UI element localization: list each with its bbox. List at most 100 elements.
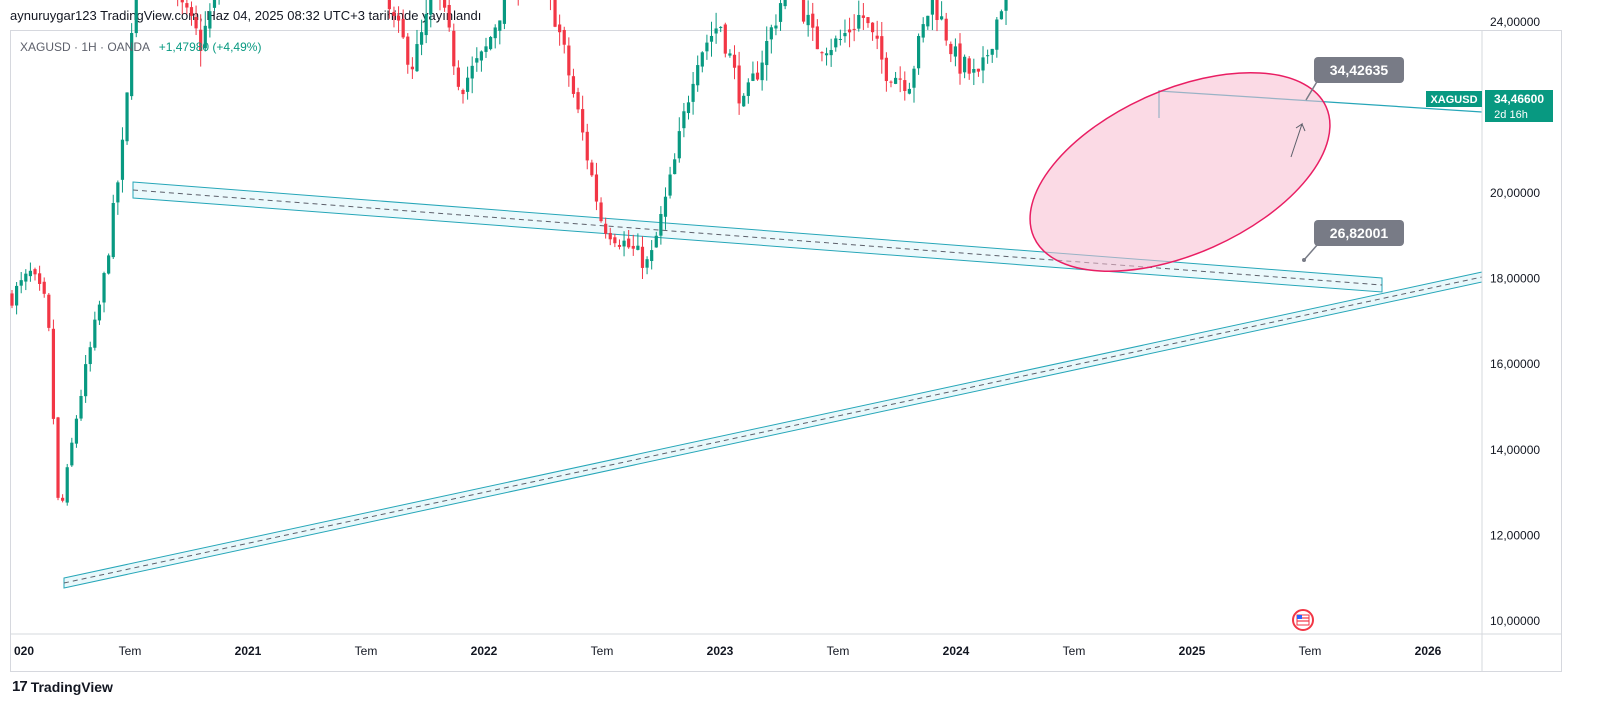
candle-105 bbox=[493, 24, 497, 49]
candle-213 bbox=[990, 48, 994, 63]
candle-2 bbox=[19, 271, 23, 294]
candle-43 bbox=[208, 3, 212, 38]
candle-179 bbox=[834, 35, 838, 52]
candle-174 bbox=[811, 2, 815, 41]
candle-173 bbox=[806, 0, 810, 37]
candle-152 bbox=[709, 21, 714, 57]
candle-162 bbox=[755, 61, 760, 81]
price-tag-countdown: 2d 16h bbox=[1494, 109, 1528, 121]
symbol-legend: XAGUSD · 1H · OANDA +1,47980 (+4,49%) bbox=[20, 40, 261, 54]
price-tag-symbol: XAGUSD bbox=[1430, 94, 1477, 106]
y-tick-label: 24,00000 bbox=[1490, 15, 1540, 29]
candle-146 bbox=[682, 102, 686, 138]
candle-160 bbox=[746, 78, 750, 104]
candle-205 bbox=[953, 38, 958, 67]
candle-177 bbox=[824, 47, 829, 66]
candle-199 bbox=[926, 15, 930, 30]
lower-callout-text: 26,82001 bbox=[1330, 225, 1389, 241]
candle-126 bbox=[590, 159, 594, 177]
candle-214 bbox=[995, 17, 999, 58]
candle-88 bbox=[415, 29, 419, 72]
candle-117 bbox=[549, 0, 551, 11]
candle-94 bbox=[442, 0, 447, 12]
chart-frame[interactable] bbox=[10, 30, 1562, 672]
candle-206 bbox=[958, 33, 962, 85]
candle-133 bbox=[622, 231, 626, 257]
x-tick-label: 2025 bbox=[1179, 644, 1206, 658]
lower-price-callout: 26,82001 bbox=[1302, 220, 1404, 262]
tradingview-logo[interactable]: 17 TradingView bbox=[12, 678, 113, 695]
symbol-name: XAGUSD · 1H · OANDA bbox=[20, 40, 150, 54]
candle-142 bbox=[663, 187, 668, 230]
candle-90 bbox=[424, 0, 428, 44]
us-flag-event-icon[interactable] bbox=[1292, 609, 1314, 631]
candle-150 bbox=[700, 51, 704, 73]
candle-26 bbox=[130, 23, 134, 100]
projection-arrow bbox=[1290, 122, 1306, 158]
candle-192 bbox=[893, 71, 898, 85]
candle-184 bbox=[857, 0, 861, 32]
candle-201 bbox=[935, 0, 939, 32]
candle-103 bbox=[484, 37, 488, 58]
y-tick-label: 20,00000 bbox=[1490, 186, 1540, 200]
candle-195 bbox=[907, 82, 911, 95]
candle-167 bbox=[778, 0, 783, 31]
candle-42 bbox=[203, 11, 207, 52]
candle-165 bbox=[769, 24, 773, 54]
candle-41 bbox=[199, 14, 203, 67]
candle-180 bbox=[838, 29, 842, 46]
candle-175 bbox=[815, 19, 819, 50]
candle-97 bbox=[456, 60, 460, 91]
candle-190 bbox=[884, 52, 888, 92]
candle-163 bbox=[760, 50, 764, 91]
candle-127 bbox=[594, 162, 599, 211]
candle-124 bbox=[581, 95, 585, 141]
candle-138 bbox=[645, 256, 649, 275]
candle-130 bbox=[608, 227, 612, 246]
candle-27 bbox=[134, 0, 138, 38]
x-tick-label: Tem bbox=[119, 644, 142, 658]
candle-134 bbox=[627, 229, 631, 249]
candle-15 bbox=[79, 389, 83, 421]
candle-122 bbox=[571, 68, 576, 98]
candle-84 bbox=[396, 6, 401, 33]
candle-183 bbox=[852, 14, 856, 42]
y-tick-label: 12,00000 bbox=[1490, 528, 1540, 542]
candle-151 bbox=[705, 34, 709, 60]
x-tick-label: 2023 bbox=[707, 644, 734, 658]
ascending-trendline-band bbox=[63, 271, 1483, 589]
candle-135 bbox=[631, 234, 635, 256]
overlay-layer bbox=[1029, 72, 1331, 272]
descending-channel-midline bbox=[132, 189, 1383, 286]
candle-196 bbox=[912, 65, 916, 103]
candle-123 bbox=[576, 87, 580, 114]
symbol-change: +1,47980 (+4,49%) bbox=[158, 40, 262, 54]
candle-100 bbox=[470, 56, 474, 94]
candle-102 bbox=[479, 50, 484, 72]
candle-203 bbox=[944, 12, 948, 46]
candle-159 bbox=[742, 93, 746, 107]
candle-3 bbox=[24, 269, 28, 291]
candle-139 bbox=[650, 240, 654, 270]
candle-187 bbox=[870, 22, 875, 41]
candle-8 bbox=[47, 292, 51, 332]
candle-209 bbox=[972, 58, 976, 86]
candle-129 bbox=[604, 217, 608, 239]
candle-185 bbox=[861, 3, 865, 30]
candle-95 bbox=[447, 0, 451, 32]
candles-layer bbox=[10, 0, 1008, 506]
candle-91 bbox=[429, 0, 433, 28]
candle-211 bbox=[981, 46, 985, 84]
candle-156 bbox=[728, 49, 732, 58]
y-tick-label: 14,00000 bbox=[1490, 443, 1540, 457]
candle-186 bbox=[866, 17, 870, 28]
candle-128 bbox=[599, 197, 603, 223]
candle-176 bbox=[820, 51, 824, 62]
candle-216 bbox=[1004, 0, 1008, 25]
candle-98 bbox=[461, 88, 465, 104]
candle-210 bbox=[976, 68, 981, 77]
candle-132 bbox=[617, 239, 622, 250]
candle-101 bbox=[475, 47, 479, 72]
candle-1 bbox=[15, 282, 19, 315]
